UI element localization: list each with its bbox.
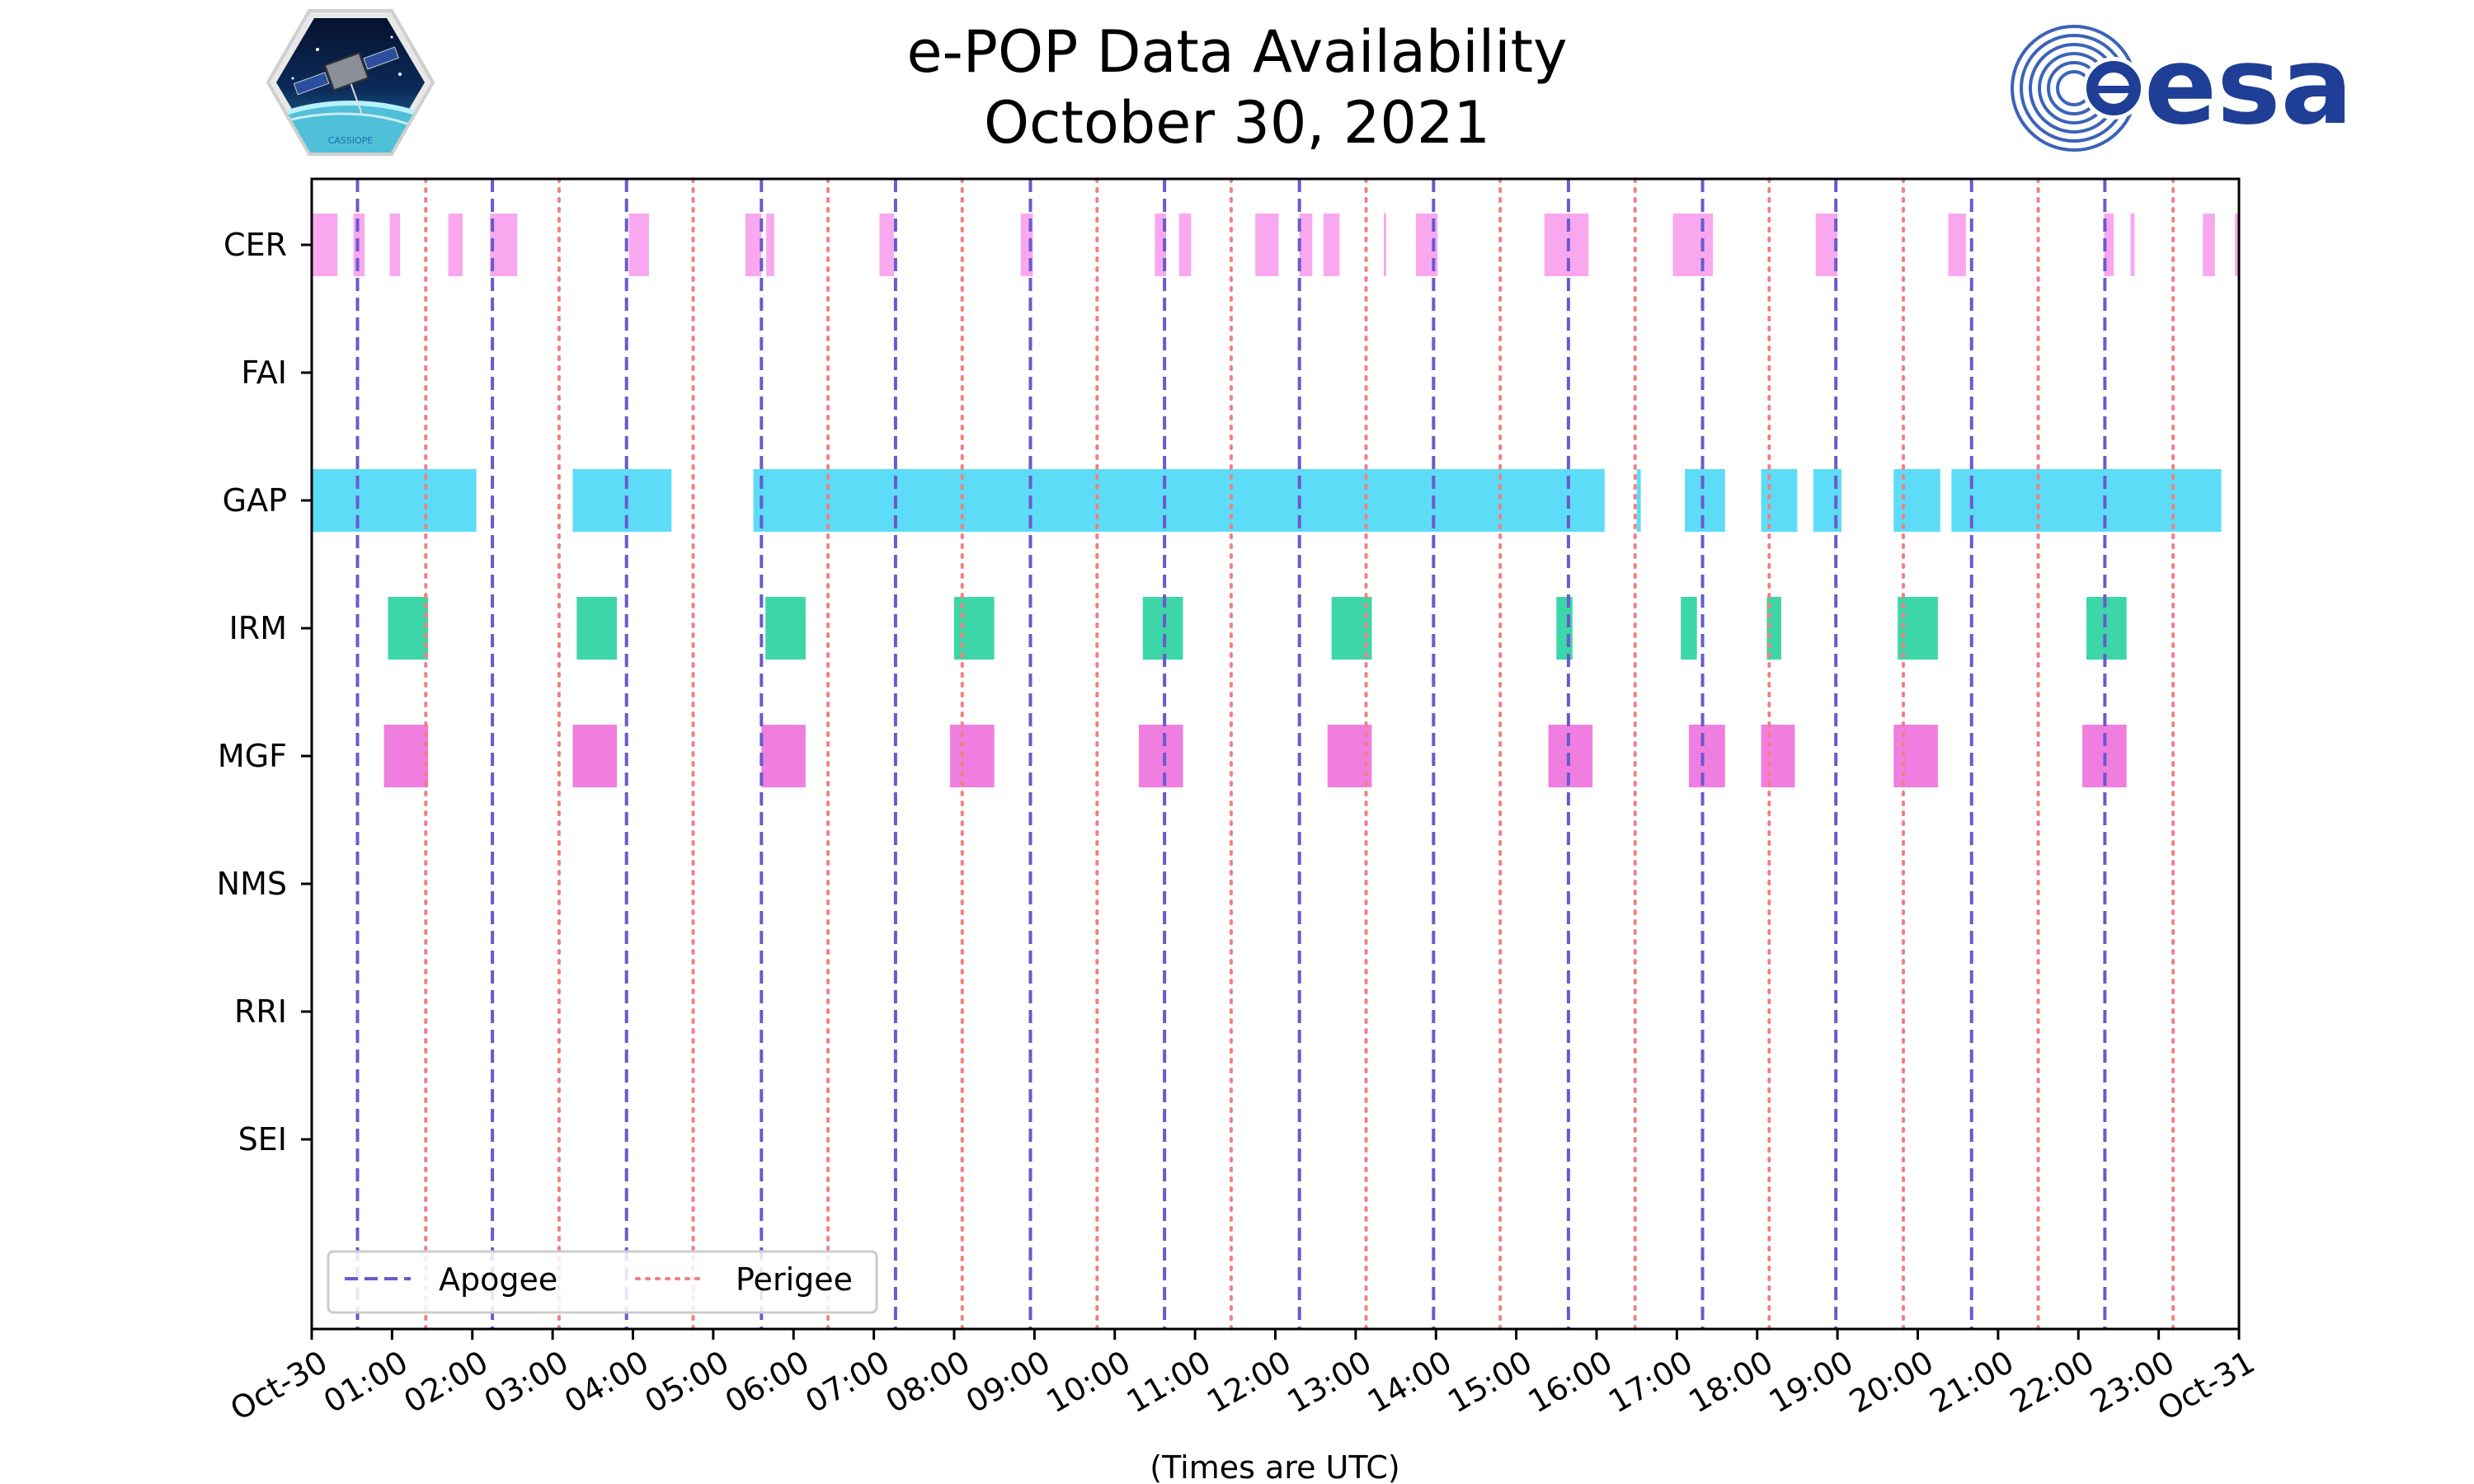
gap-bar-0 bbox=[312, 469, 477, 532]
x-tick-label-6: 06:00 bbox=[719, 1344, 816, 1421]
cer-bar-23 bbox=[2203, 214, 2215, 276]
y-tick-label-fai: FAI bbox=[241, 355, 287, 391]
cer-bar-17 bbox=[1544, 214, 1589, 276]
gap-bar-4 bbox=[1685, 469, 1725, 532]
irm-bar-3 bbox=[954, 597, 995, 660]
cer-bar-24 bbox=[2235, 214, 2239, 276]
cer-bar-19 bbox=[1815, 214, 1838, 276]
cer-bar-22 bbox=[2130, 214, 2135, 276]
mgf-bar-4 bbox=[1139, 725, 1183, 787]
chart-title-line-1: e-POP Data Availability bbox=[906, 18, 1568, 86]
cer-bar-20 bbox=[1948, 214, 1966, 276]
irm-bar-1 bbox=[576, 597, 617, 660]
cer-bar-12 bbox=[1255, 214, 1279, 276]
y-tick-label-sei: SEI bbox=[238, 1121, 287, 1158]
gap-bar-3 bbox=[1636, 469, 1641, 532]
gap-bar-7 bbox=[1893, 469, 1940, 532]
y-tick-label-gap: GAP bbox=[223, 482, 287, 519]
mgf-bar-7 bbox=[1689, 725, 1725, 787]
y-tick-label-irm: IRM bbox=[229, 610, 287, 646]
cassiope-mission-patch-icon: CASSIOPE bbox=[266, 9, 435, 156]
x-tick-label-19: 19:00 bbox=[1763, 1344, 1860, 1421]
cer-bar-4 bbox=[490, 214, 518, 276]
chart-title-line-2: October 30, 2021 bbox=[983, 89, 1491, 157]
x-tick-label-21: 21:00 bbox=[1924, 1344, 2020, 1421]
irm-bar-2 bbox=[765, 597, 806, 660]
x-tick-label-0: Oct-30 bbox=[224, 1344, 334, 1428]
x-tick-label-9: 09:00 bbox=[960, 1344, 1056, 1421]
y-tick-label-mgf: MGF bbox=[218, 738, 287, 774]
x-tick-label-4: 04:00 bbox=[558, 1344, 655, 1421]
mgf-bar-8 bbox=[1761, 725, 1795, 787]
mgf-bar-2 bbox=[761, 725, 806, 787]
x-tick-label-3: 03:00 bbox=[478, 1344, 575, 1421]
gap-bar-8 bbox=[1951, 469, 2222, 532]
cer-bar-21 bbox=[2104, 214, 2114, 276]
x-tick-label-12: 12:00 bbox=[1201, 1344, 1297, 1421]
mgf-bar-3 bbox=[950, 725, 995, 787]
cer-bar-8 bbox=[879, 214, 894, 276]
mgf-bar-6 bbox=[1548, 725, 1593, 787]
x-tick-label-18: 18:00 bbox=[1682, 1344, 1779, 1421]
y-tick-label-nms: NMS bbox=[217, 866, 287, 902]
legend-perigee-label: Perigee bbox=[736, 1261, 853, 1298]
x-tick-label-11: 11:00 bbox=[1121, 1344, 1217, 1421]
cer-bar-7 bbox=[766, 214, 774, 276]
x-tick-label-20: 20:00 bbox=[1843, 1344, 1940, 1421]
x-tick-label-13: 13:00 bbox=[1282, 1344, 1378, 1421]
esa-logo-icon: esa bbox=[2011, 23, 2353, 152]
cer-bar-11 bbox=[1178, 214, 1192, 276]
x-tick-label-22: 22:00 bbox=[2004, 1344, 2100, 1421]
x-tick-label-5: 05:00 bbox=[639, 1344, 736, 1421]
mgf-bar-9 bbox=[1893, 725, 1938, 787]
x-axis: Oct-3001:0002:0003:0004:0005:0006:0007:0… bbox=[224, 1329, 2261, 1428]
cer-bar-2 bbox=[389, 214, 401, 276]
x-tick-label-15: 15:00 bbox=[1442, 1344, 1538, 1421]
chart-title: e-POP Data Availability October 30, 2021 bbox=[0, 16, 2474, 158]
irm-bar-0 bbox=[388, 597, 429, 660]
mgf-bar-0 bbox=[383, 725, 429, 787]
x-tick-label-7: 07:00 bbox=[799, 1344, 896, 1421]
esa-logo-text: esa bbox=[2144, 23, 2353, 148]
x-tick-label-8: 08:00 bbox=[880, 1344, 976, 1421]
x-tick-label-16: 16:00 bbox=[1522, 1344, 1619, 1421]
cer-bar-3 bbox=[448, 214, 463, 276]
legend-box bbox=[327, 1250, 878, 1314]
irm-bar-7 bbox=[1681, 597, 1697, 660]
mgf-bar-1 bbox=[572, 725, 618, 787]
y-tick-label-rri: RRI bbox=[234, 993, 287, 1030]
gap-bar-2 bbox=[753, 469, 1605, 532]
x-tick-label-10: 10:00 bbox=[1040, 1344, 1136, 1421]
cer-bar-15 bbox=[1384, 214, 1386, 276]
cer-bar-5 bbox=[628, 214, 649, 276]
legend: Apogee Perigee bbox=[327, 1250, 878, 1314]
satellite-icon bbox=[293, 46, 399, 114]
cer-bar-13 bbox=[1299, 214, 1313, 276]
cer-bar-18 bbox=[1672, 214, 1714, 276]
y-tick-label-cer: CER bbox=[223, 227, 287, 263]
gap-bar-1 bbox=[572, 469, 672, 532]
x-tick-label-1: 01:00 bbox=[317, 1344, 414, 1421]
x-tick-label-14: 14:00 bbox=[1362, 1344, 1458, 1421]
y-axis: CER FAI GAP IRM MGF NMS RRI SEI bbox=[217, 227, 312, 1158]
x-axis-label: (Times are UTC) bbox=[1150, 1449, 1399, 1484]
plot-area bbox=[312, 177, 2239, 1331]
cer-bar-14 bbox=[1323, 214, 1340, 276]
cassiope-patch-text: CASSIOPE bbox=[328, 135, 374, 146]
cer-bar-0 bbox=[312, 214, 338, 276]
gap-bar-5 bbox=[1761, 469, 1798, 532]
x-tick-label-2: 02:00 bbox=[397, 1344, 494, 1421]
mgf-bar-5 bbox=[1327, 725, 1372, 787]
cer-bar-6 bbox=[745, 214, 762, 276]
x-tick-label-17: 17:00 bbox=[1602, 1344, 1699, 1421]
legend-apogee-label: Apogee bbox=[439, 1261, 557, 1298]
